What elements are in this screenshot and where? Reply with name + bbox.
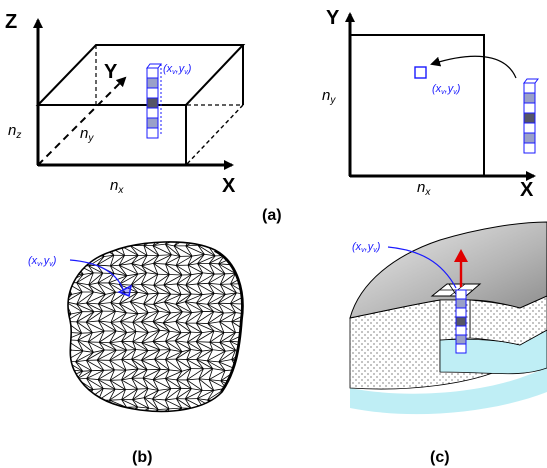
caption-c: (c) xyxy=(430,449,450,466)
box-axis-z-label: Z xyxy=(5,11,17,33)
plane-cell-marker xyxy=(414,66,427,79)
plane-axis-x-label: X xyxy=(520,179,534,201)
box-dim-nx-label: nx xyxy=(110,177,124,196)
box-dim-nz-label: nz xyxy=(8,122,21,141)
mesh-highlight-cell xyxy=(117,284,133,298)
plane-axis-y-label: Y xyxy=(326,7,340,29)
box-axis-x-label: X xyxy=(222,175,236,197)
box-y-axis xyxy=(37,76,127,166)
mesh-shadow xyxy=(213,248,243,394)
plane-dim-nx-label: nx xyxy=(417,179,431,198)
panel-b-mesh: (xv,yv) xyxy=(28,241,244,413)
plane-point-label: (xv,yv) xyxy=(432,83,461,96)
plane-square xyxy=(349,34,485,177)
panel-a-box-diagram: Z Y X nz ny nx (xv,yv) xyxy=(5,11,246,197)
mesh-point-label: (xv,yv) xyxy=(28,255,57,268)
terrain-column xyxy=(455,289,467,354)
terrain-leader-line xyxy=(387,246,457,289)
mesh-outline xyxy=(67,241,244,413)
caption-b: (b) xyxy=(132,449,152,466)
box-axis-y-label: Y xyxy=(104,61,118,83)
box-dim-ny-label: ny xyxy=(80,125,94,144)
terrain-right-slab xyxy=(469,295,547,346)
box-top-face xyxy=(35,44,246,106)
mesh-leader-line xyxy=(69,259,124,290)
box-right-bottom-edge xyxy=(185,104,244,166)
box-column xyxy=(146,63,162,139)
terrain-ocean-band xyxy=(350,368,547,415)
plane-projection-arrow xyxy=(430,55,517,79)
plane-dim-ny-label: ny xyxy=(322,87,336,106)
terrain-point-label: (xv,yv) xyxy=(352,241,381,254)
panel-c-terrain: (xv,yv) xyxy=(349,221,547,415)
panel-a-plane-diagram: Y X ny nx (xv,yv) xyxy=(322,7,539,201)
plane-column xyxy=(523,78,539,154)
box-column-label: (xv,yv) xyxy=(163,63,192,76)
caption-a: (a) xyxy=(262,207,282,224)
box-front-face xyxy=(37,104,187,166)
